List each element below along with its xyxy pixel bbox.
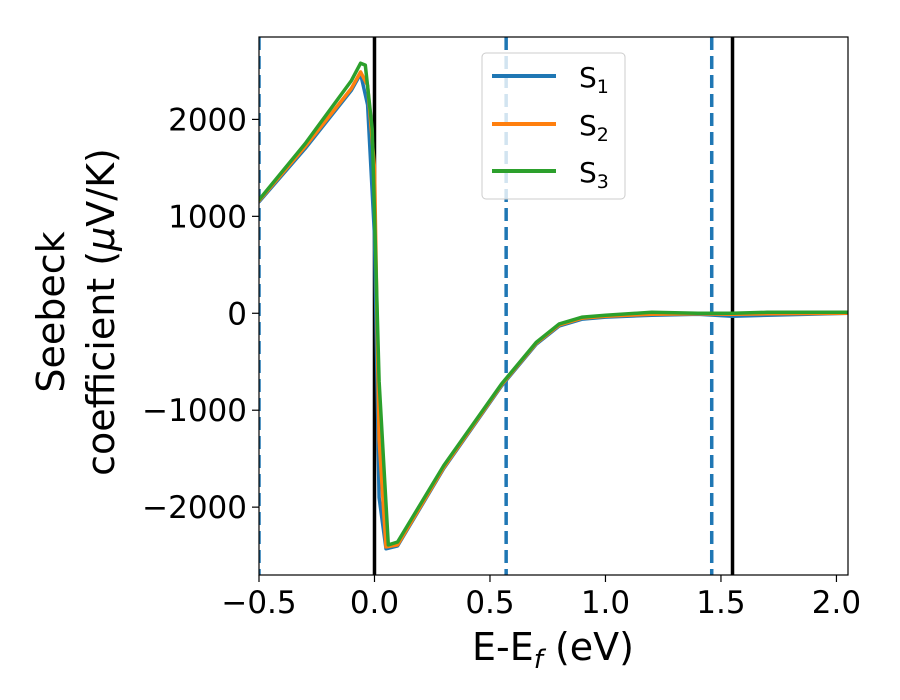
legend-label-s3: S3 [579, 156, 609, 193]
x-tick-label: 2.0 [812, 585, 861, 621]
x-axis-label-unit: (eV) [543, 625, 634, 669]
legend-label-s1: S1 [579, 61, 609, 98]
legend-label-s1-sub: 1 [597, 76, 609, 98]
legend: S1 S2 S3 [481, 52, 626, 200]
series-line-s3 [259, 61, 848, 547]
y-tick-label: 1000 [168, 199, 247, 235]
x-tick-label: 1.0 [581, 585, 630, 621]
legend-label-s3-sub: 3 [597, 171, 609, 193]
y-tick-label: −2000 [142, 490, 247, 526]
x-tick-label: 0.0 [350, 585, 399, 621]
legend-label-s2-sub: 2 [597, 124, 609, 146]
y-axis-label-line2-end: V/K) [79, 148, 123, 227]
plot-frame [258, 36, 849, 576]
data-series [259, 61, 848, 551]
y-tick-label: 2000 [168, 102, 247, 138]
legend-label-s2-main: S [579, 109, 597, 142]
x-tick-label: −0.5 [221, 585, 296, 621]
y-axis-label-line1: Seebeck [29, 231, 73, 392]
x-tick-label: 0.5 [465, 585, 514, 621]
x-tick-label: 1.5 [696, 585, 745, 621]
y-tick-label: 0 [227, 296, 247, 332]
x-axis-ticks: −0.5 0.0 0.5 1.0 1.5 2.0 [221, 575, 861, 621]
x-axis-label-main: E-E [472, 625, 534, 669]
y-axis-label-line2: coefficient (μV/K) [79, 148, 123, 476]
legend-label-s1-main: S [579, 61, 597, 94]
y-axis-label-mu: μ [79, 227, 123, 252]
y-axis-label-line2-start: coefficient ( [79, 251, 123, 476]
y-axis-ticks: −2000 −1000 0 1000 2000 [142, 102, 259, 526]
y-axis-label: Seebeck coefficient (μV/K) [29, 148, 123, 476]
x-axis-label: E-Ef (eV) [472, 625, 634, 675]
legend-label-s2: S2 [579, 109, 609, 146]
legend-label-s3-main: S [579, 156, 597, 189]
y-tick-label: −1000 [142, 393, 247, 429]
